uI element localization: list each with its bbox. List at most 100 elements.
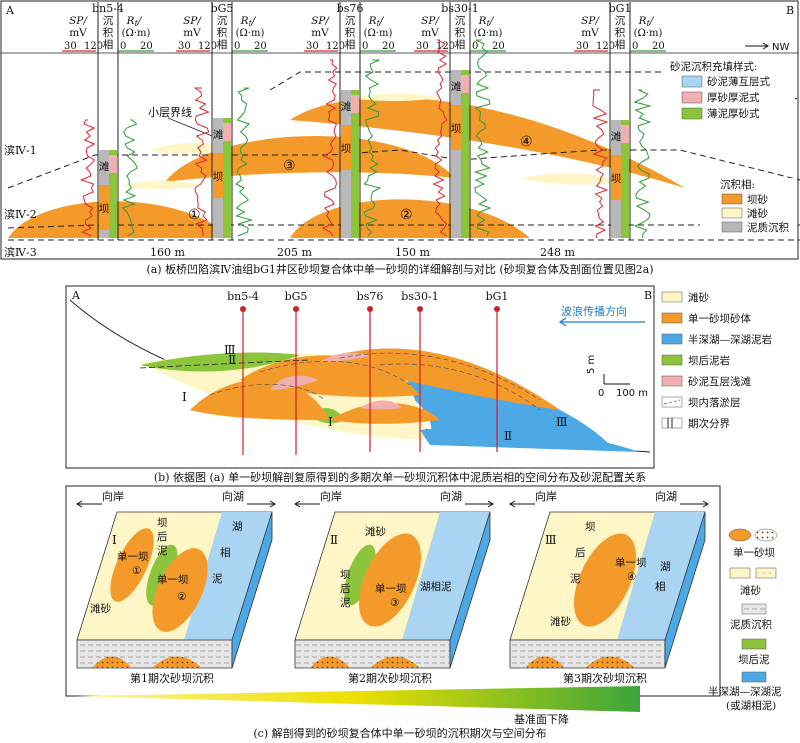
- rt-scale-max: 20: [254, 41, 267, 52]
- stage-label-3-b: Ⅲ: [556, 415, 568, 429]
- back-bar-mud-zone: [344, 544, 376, 606]
- sp-header: SP/: [581, 15, 600, 27]
- block-label: 单一坝: [615, 556, 647, 569]
- block-title: 第2期次砂坝沉积: [348, 671, 432, 685]
- lake-mud-zone: [402, 512, 490, 640]
- facies-header-char: 积: [103, 27, 114, 39]
- layer-label-2: 滨Ⅳ-2: [4, 207, 37, 221]
- legend-c-back-bar-mud: 坝后泥: [738, 653, 770, 666]
- base-level-label: 基准面下降: [514, 712, 569, 726]
- rt-header: Rt/: [478, 15, 495, 28]
- sp-unit: mV: [183, 27, 201, 39]
- sp-scale-max: 120: [198, 41, 217, 52]
- bar-1-number: ①: [188, 207, 201, 223]
- layer-label-1: 滨Ⅳ-1: [4, 143, 37, 157]
- rt-scale-max: 20: [140, 41, 153, 52]
- bar-3-shape: [165, 136, 455, 182]
- fill-legend: 砂泥沉积充填样式: 砂泥薄互层式 厚砂厚泥式 薄泥厚砂式: [665, 60, 795, 122]
- well-facies-ba: 坝: [99, 202, 110, 215]
- sp-unit: mV: [69, 27, 87, 39]
- rt-unit: (Ω·m): [122, 28, 151, 39]
- rt-scale-min: 0: [632, 41, 638, 52]
- block-title: 第1期次砂坝沉积: [130, 671, 214, 685]
- rt-curve: [121, 119, 138, 237]
- bar-3-number: ③: [283, 158, 296, 174]
- well-name-a: bG1: [609, 2, 632, 15]
- well-facies-ba: 坝: [611, 172, 622, 185]
- block-stage-label: Ⅱ: [330, 533, 338, 547]
- single-bar-zone: [574, 533, 636, 627]
- panel-a-frame: [0, 0, 799, 260]
- panel-b: A B: [65, 285, 772, 469]
- well-name-b: bs76: [357, 290, 384, 303]
- small-layer-label: 小层界线: [148, 105, 192, 119]
- block-label: 湖: [232, 521, 243, 533]
- sp-curve: [79, 119, 96, 237]
- block-label: ③: [390, 597, 400, 609]
- facies-legend-mud: 泥质沉积: [747, 221, 789, 234]
- bar-1-shape: [8, 201, 232, 238]
- legend-c-beach-sand: 滩砂: [740, 584, 761, 597]
- rt-header: Rt/: [126, 15, 143, 28]
- well-bar-interval: [611, 155, 621, 200]
- block-label: 单一坝: [375, 582, 407, 595]
- facies-header-char: 相: [455, 38, 466, 51]
- panel-b-section: Ⅰ Ⅱ Ⅲ Ⅰ Ⅱ Ⅲ: [69, 299, 651, 453]
- block-label: 滩砂: [90, 602, 111, 615]
- well-column-bn5-4: bn5-4 SP/mV 30 120 沉积相 Rt/(Ω·m) 0 20 滩坝: [62, 2, 154, 240]
- block-label: 单一坝: [117, 550, 149, 563]
- well-name-a: bs30-1: [441, 2, 478, 15]
- well-column-bG1: bG1 SP/mV 30 120 沉积相 Rt/(Ω·m) 0 20 滩坝: [574, 2, 666, 240]
- back-bar-mud-zone: [146, 544, 178, 606]
- sp-scale-min: 30: [64, 41, 77, 52]
- rt-scale-max: 20: [492, 41, 505, 52]
- well-bar-interval: [99, 185, 109, 230]
- facies-header-char: 相: [103, 38, 114, 51]
- panel-b-frame: [65, 285, 655, 469]
- facies-header-char: 沉: [615, 14, 626, 27]
- block-label: 单一坝: [157, 573, 189, 586]
- well-facies-ba: 坝: [451, 122, 462, 135]
- facies-header-char: 沉: [103, 14, 114, 27]
- well-name-b: bG5: [285, 290, 308, 303]
- to-lake-arrow-icon: [487, 500, 494, 508]
- block-label: 相: [655, 580, 666, 593]
- block-side-face: [449, 511, 491, 669]
- single-bar-zone: [110, 528, 154, 602]
- legend-b-interbed-shoal: 砂泥互层浅滩: [688, 375, 751, 388]
- stage-label-1: Ⅰ: [182, 390, 187, 404]
- well-name-a: bs76: [337, 2, 364, 15]
- lake-mud-zone: [617, 512, 705, 640]
- legend-c-mud: 泥质沉积: [730, 618, 772, 631]
- well-bar-interval: [451, 105, 461, 150]
- block-label: 相: [220, 546, 231, 559]
- caption-c: (c) 解剖得到的砂坝复合体中单一砂坝的沉积期次与空间分布: [253, 726, 546, 740]
- well-facies-tan: 滩: [451, 80, 462, 93]
- block-label: 湖相泥: [420, 580, 452, 593]
- rt-header: Rt/: [240, 15, 257, 28]
- scale-vertical: 5 m: [586, 355, 597, 374]
- well-bar-interval: [213, 153, 223, 198]
- sp-header: SP/: [311, 15, 330, 27]
- facies-header-char: 积: [345, 27, 356, 39]
- facies-legend-beach-sand: 滩砂: [747, 207, 768, 220]
- nw-label: NW: [772, 42, 789, 53]
- corner-a-label: A: [5, 4, 15, 17]
- sp-scale-min: 30: [306, 41, 319, 52]
- well-facies-tan: 滩: [611, 130, 622, 143]
- rt-curve: [473, 39, 492, 237]
- bar-4-number: ④: [520, 134, 533, 150]
- to-shore-arrow-icon: [76, 500, 83, 508]
- rt-scale-min: 0: [362, 41, 368, 52]
- block-side-face: [664, 511, 706, 669]
- block-label: 泥: [340, 596, 351, 609]
- legend-b-back-bar-mud: 坝后泥岩: [688, 354, 730, 367]
- sp-curve: [193, 87, 210, 237]
- legend-b-drape-layer: 坝内落淤层: [688, 396, 741, 409]
- distance-3: 150 m: [395, 246, 430, 259]
- distance-1: 160 m: [150, 246, 185, 259]
